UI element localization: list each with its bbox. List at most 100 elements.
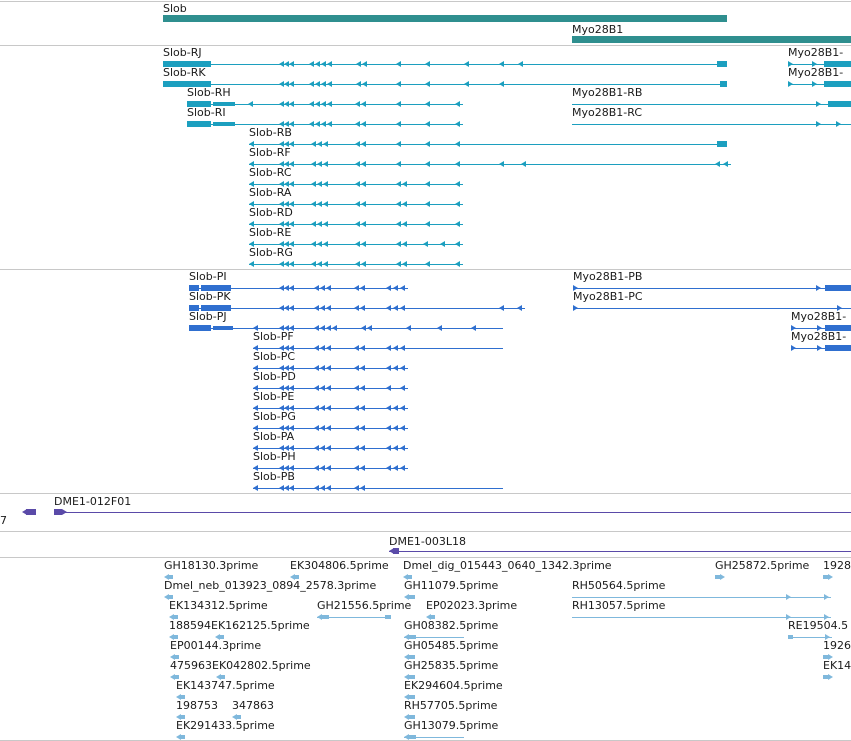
- transcript-myo28b1-rc[interactable]: [572, 121, 851, 127]
- transcript-myo28b1-rb[interactable]: [572, 101, 851, 107]
- est-feature[interactable]: [404, 674, 416, 680]
- gene-bar-slob[interactable]: [163, 15, 727, 22]
- transcript-slob-rf[interactable]: [249, 161, 731, 167]
- est-label: 347863: [232, 699, 274, 712]
- clone-partial[interactable]: [22, 509, 36, 515]
- protein-slob-pe[interactable]: [253, 405, 408, 411]
- protein-slob-pb[interactable]: [253, 485, 503, 491]
- track-separator: [0, 493, 851, 494]
- est-feature[interactable]: [823, 574, 833, 580]
- transcript-slob-rb[interactable]: [249, 141, 727, 147]
- protein-label: Myo28B1-PC: [573, 290, 643, 303]
- est-label: GH13079.5prime: [404, 719, 499, 732]
- est-feature[interactable]: [164, 574, 174, 580]
- protein-slob-pd[interactable]: [253, 385, 408, 391]
- est-label: GH11079.5prime: [404, 579, 499, 592]
- est-feature[interactable]: [164, 594, 174, 600]
- transcript-slob-ra[interactable]: [249, 201, 463, 207]
- protein-slob-pa[interactable]: [253, 445, 408, 451]
- transcript-slob-re[interactable]: [249, 241, 463, 247]
- est-feature[interactable]: [216, 674, 226, 680]
- protein-slob-pf[interactable]: [253, 345, 503, 351]
- est-feature[interactable]: [169, 614, 179, 620]
- protein-slob-ph[interactable]: [253, 465, 408, 471]
- protein-label: Slob-PJ: [189, 310, 227, 323]
- protein-slob-pg[interactable]: [253, 425, 408, 431]
- est-label: 198753: [176, 699, 218, 712]
- est-feature[interactable]: [404, 694, 416, 700]
- protein-label: Slob-PE: [253, 390, 295, 403]
- track-separator: [0, 531, 851, 532]
- est-label: RH57705.5prime: [404, 699, 498, 712]
- est-label: EK291433.5prime: [176, 719, 275, 732]
- transcript-label: Slob-RJ: [163, 46, 202, 59]
- transcript-slob-rj[interactable]: [163, 61, 727, 67]
- transcript-slob-rd[interactable]: [249, 221, 463, 227]
- est-label: GH05485.5prime: [404, 639, 499, 652]
- est-feature[interactable]: [176, 734, 186, 740]
- est-label: EK294604.5prime: [404, 679, 503, 692]
- est-label: 475963EK042802.5prime: [170, 659, 311, 672]
- protein-label: Slob-PH: [253, 450, 296, 463]
- transcript-label: Slob-RK: [163, 66, 206, 79]
- transcript-label: Myo28B1-RC: [572, 106, 643, 119]
- est-feature[interactable]: [170, 674, 180, 680]
- transcript-slob-rc[interactable]: [249, 181, 463, 187]
- est-feature[interactable]: [404, 734, 464, 740]
- est-label: GH25872.5prime: [715, 559, 810, 572]
- est-label: EK134312.5prime: [169, 599, 268, 612]
- protein-slob-pj[interactable]: [189, 325, 503, 331]
- transcript-slob-ri[interactable]: [187, 121, 463, 127]
- transcript-myo28b1-partial[interactable]: [788, 61, 851, 67]
- est-feature[interactable]: [176, 694, 186, 700]
- protein-slob-pk[interactable]: [189, 305, 525, 311]
- clone-dme1-012f01[interactable]: [54, 509, 851, 515]
- protein-myo28b1-pc[interactable]: [573, 305, 851, 311]
- est-feature[interactable]: [788, 634, 832, 640]
- est-feature[interactable]: [404, 714, 416, 720]
- transcript-slob-rk[interactable]: [163, 81, 727, 87]
- est-feature[interactable]: [317, 614, 391, 620]
- est-feature[interactable]: [169, 634, 179, 640]
- transcript-myo28b1-partial[interactable]: [788, 81, 851, 87]
- est-feature[interactable]: [404, 654, 416, 660]
- gene-bar-myo28b1[interactable]: [572, 36, 851, 43]
- est-label: EK304806.5prime: [290, 559, 389, 572]
- protein-label: Myo28B1-: [791, 330, 847, 343]
- est-feature[interactable]: [404, 594, 416, 600]
- protein-label: Slob-PD: [253, 370, 296, 383]
- est-label: 188594EK162125.5prime: [169, 619, 310, 632]
- transcript-label: Myo28B1-: [788, 46, 844, 59]
- est-feature[interactable]: [715, 574, 725, 580]
- est-feature[interactable]: [403, 574, 413, 580]
- protein-label: Slob-PA: [253, 430, 295, 443]
- est-feature[interactable]: [572, 594, 831, 600]
- protein-myo28b1-partial[interactable]: [791, 345, 851, 351]
- est-feature[interactable]: [290, 574, 300, 580]
- est-label: GH18130.3prime: [164, 559, 259, 572]
- est-feature[interactable]: [426, 614, 436, 620]
- protein-myo28b1-pb[interactable]: [573, 285, 851, 291]
- protein-label: Slob-PB: [253, 470, 295, 483]
- protein-slob-pc[interactable]: [253, 365, 408, 371]
- est-feature[interactable]: [572, 614, 831, 620]
- protein-slob-pi[interactable]: [189, 285, 408, 291]
- est-feature[interactable]: [215, 634, 225, 640]
- est-label: EK143747.5prime: [176, 679, 275, 692]
- est-feature[interactable]: [232, 714, 242, 720]
- est-feature[interactable]: [823, 654, 833, 660]
- protein-myo28b1-partial[interactable]: [791, 325, 851, 331]
- transcript-slob-rh[interactable]: [187, 101, 463, 107]
- est-feature[interactable]: [404, 634, 464, 640]
- clone-dme1-003l18[interactable]: [389, 548, 851, 554]
- transcript-label: Myo28B1-: [788, 66, 844, 79]
- est-feature[interactable]: [176, 714, 186, 720]
- est-feature[interactable]: [823, 674, 833, 680]
- est-feature[interactable]: [170, 654, 180, 660]
- est-label: EP02023.3prime: [426, 599, 518, 612]
- est-label: EK14: [823, 659, 851, 672]
- transcript-slob-rg[interactable]: [249, 261, 463, 267]
- transcript-label: Slob-RD: [249, 206, 293, 219]
- est-label: GH25835.5prime: [404, 659, 499, 672]
- est-label: GH21556.5prime: [317, 599, 412, 612]
